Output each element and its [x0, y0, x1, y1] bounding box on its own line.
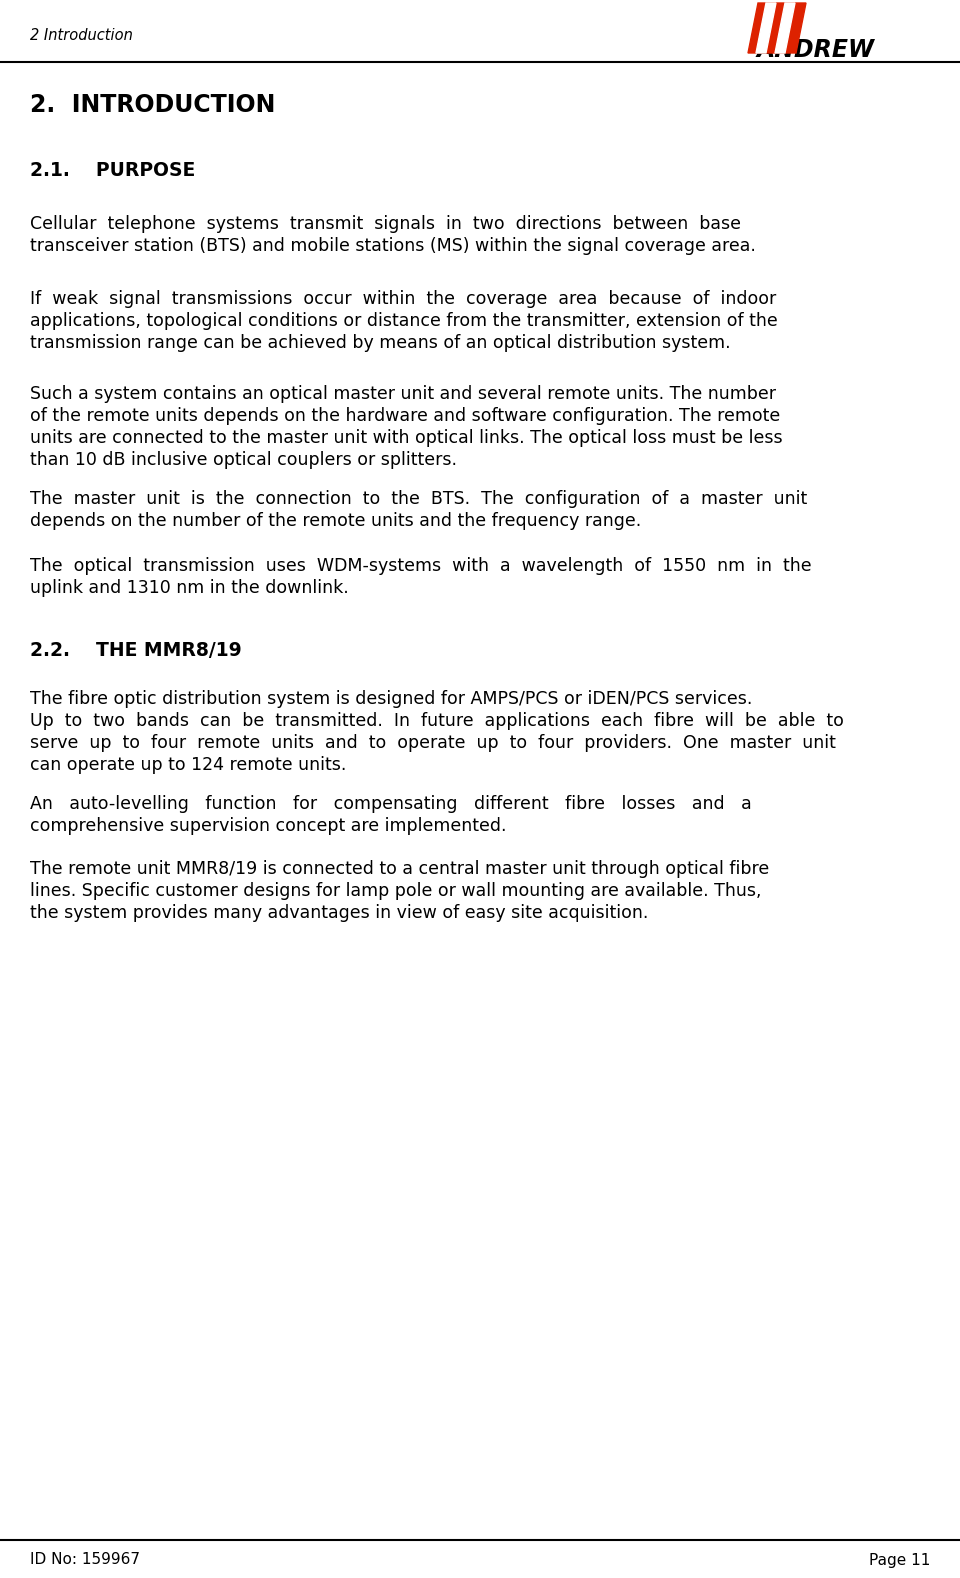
Text: than 10 dB inclusive optical couplers or splitters.: than 10 dB inclusive optical couplers or…: [30, 451, 457, 469]
Text: If  weak  signal  transmissions  occur  within  the  coverage  area  because  of: If weak signal transmissions occur withi…: [30, 290, 777, 308]
Text: transceiver station (BTS) and mobile stations (MS) within the signal coverage ar: transceiver station (BTS) and mobile sta…: [30, 237, 756, 256]
Text: ID No: 159967: ID No: 159967: [30, 1553, 140, 1567]
Text: uplink and 1310 nm in the downlink.: uplink and 1310 nm in the downlink.: [30, 579, 348, 596]
Text: The  optical  transmission  uses  WDM-systems  with  a  wavelength  of  1550  nm: The optical transmission uses WDM-system…: [30, 557, 811, 574]
Polygon shape: [748, 3, 806, 54]
Text: Page 11: Page 11: [869, 1553, 930, 1567]
Text: lines. Specific customer designs for lamp pole or wall mounting are available. T: lines. Specific customer designs for lam…: [30, 882, 761, 899]
Text: transmission range can be achieved by means of an optical distribution system.: transmission range can be achieved by me…: [30, 335, 731, 352]
Text: The remote unit MMR8/19 is connected to a central master unit through optical fi: The remote unit MMR8/19 is connected to …: [30, 860, 769, 877]
Text: 2.2.    THE MMR8/19: 2.2. THE MMR8/19: [30, 641, 242, 660]
Polygon shape: [775, 3, 795, 54]
Text: of the remote units depends on the hardware and software configuration. The remo: of the remote units depends on the hardw…: [30, 407, 780, 424]
Text: Up  to  two  bands  can  be  transmitted.  In  future  applications  each  fibre: Up to two bands can be transmitted. In f…: [30, 712, 844, 731]
Text: 2 Introduction: 2 Introduction: [30, 27, 132, 43]
Text: ANDREW: ANDREW: [757, 38, 875, 62]
Text: units are connected to the master unit with optical links. The optical loss must: units are connected to the master unit w…: [30, 429, 782, 447]
Text: can operate up to 124 remote units.: can operate up to 124 remote units.: [30, 756, 347, 773]
Text: Cellular  telephone  systems  transmit  signals  in  two  directions  between  b: Cellular telephone systems transmit sign…: [30, 215, 741, 234]
Text: 2.1.    PURPOSE: 2.1. PURPOSE: [30, 161, 195, 180]
Polygon shape: [756, 3, 776, 54]
Text: comprehensive supervision concept are implemented.: comprehensive supervision concept are im…: [30, 817, 507, 835]
Text: The  master  unit  is  the  connection  to  the  BTS.  The  configuration  of  a: The master unit is the connection to the…: [30, 491, 807, 508]
Text: depends on the number of the remote units and the frequency range.: depends on the number of the remote unit…: [30, 511, 641, 530]
Text: serve  up  to  four  remote  units  and  to  operate  up  to  four  providers.  : serve up to four remote units and to ope…: [30, 734, 836, 753]
Text: the system provides many advantages in view of easy site acquisition.: the system provides many advantages in v…: [30, 904, 648, 922]
Text: Such a system contains an optical master unit and several remote units. The numb: Such a system contains an optical master…: [30, 385, 776, 402]
Text: An   auto-levelling   function   for   compensating   different   fibre   losses: An auto-levelling function for compensat…: [30, 795, 752, 813]
Text: The fibre optic distribution system is designed for AMPS/PCS or iDEN/PCS service: The fibre optic distribution system is d…: [30, 690, 753, 709]
Text: applications, topological conditions or distance from the transmitter, extension: applications, topological conditions or …: [30, 312, 778, 330]
Text: 2.  INTRODUCTION: 2. INTRODUCTION: [30, 93, 276, 117]
